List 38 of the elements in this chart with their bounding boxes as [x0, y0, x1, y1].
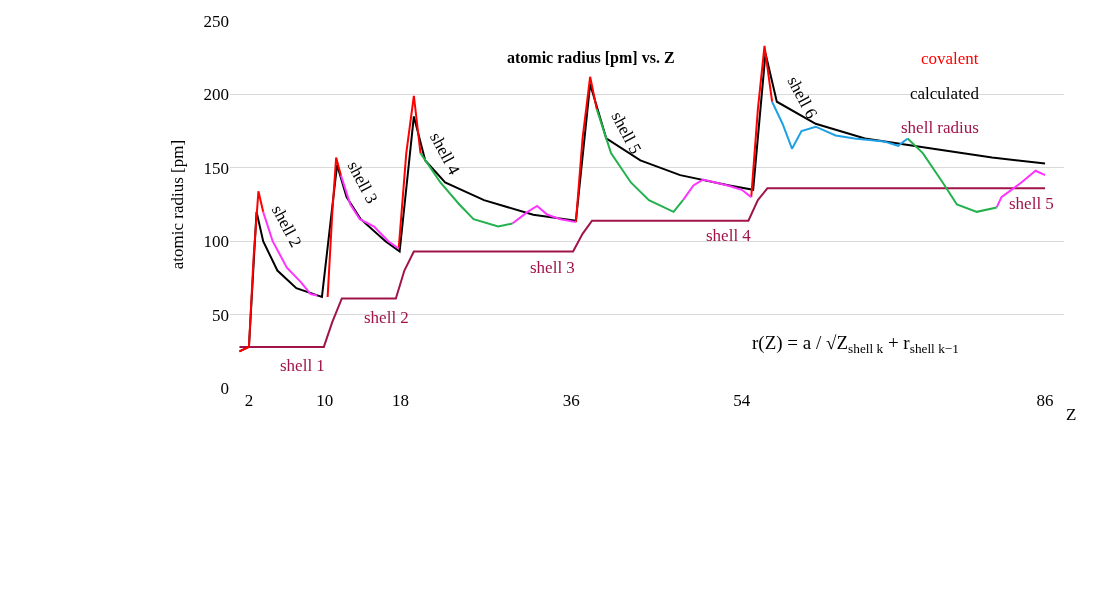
x-tick-label: 86 — [1036, 391, 1054, 410]
x-axis-title: Z — [1066, 405, 1077, 424]
y-axis-title: atomic radius [pm] — [168, 139, 188, 270]
line-series — [995, 169, 1047, 209]
y-tick-label: 100 — [203, 232, 229, 252]
line-series — [750, 44, 774, 199]
annotation: shell 1 — [280, 356, 325, 375]
annotation: shell 5 — [1009, 194, 1054, 213]
annotation: shell 3 — [343, 158, 382, 207]
annotation: shell 5 — [607, 108, 646, 158]
line-series — [595, 108, 685, 213]
x-tick-label: 2 — [244, 391, 254, 410]
line-series — [326, 156, 342, 298]
line-series — [906, 137, 998, 213]
y-tick-label: 150 — [203, 158, 229, 178]
annotation: shell 3 — [530, 258, 575, 277]
annotation: shell 2 — [364, 308, 409, 327]
y-tick-label: 0 — [220, 378, 229, 398]
x-tick-label: 36 — [562, 391, 580, 410]
annotation: shell 4 — [706, 226, 752, 245]
x-tick-label: 54 — [733, 391, 751, 410]
y-tick-label: 200 — [203, 85, 229, 105]
y-tick-label: 250 — [203, 11, 229, 31]
annotation: shell 2 — [267, 201, 306, 251]
x-tick-label: 10 — [316, 391, 334, 410]
text: covalent — [921, 49, 979, 68]
text: calculated — [910, 84, 980, 103]
x-tick-label: 18 — [392, 391, 410, 410]
annotation: r(Z) = a / √Z$_{shell k}$ + r$_{shell k−1}$ — [752, 332, 959, 356]
text: shell radius — [901, 118, 979, 137]
annotation: shell 6 — [783, 73, 822, 122]
line-series — [238, 190, 265, 353]
line-series — [511, 204, 577, 225]
text: atomic radius [pm] vs. Z — [507, 49, 675, 67]
annotation: shell 4 — [426, 129, 465, 179]
line-series — [682, 178, 753, 202]
y-tick-label: 50 — [212, 305, 229, 325]
line-series — [574, 75, 598, 224]
